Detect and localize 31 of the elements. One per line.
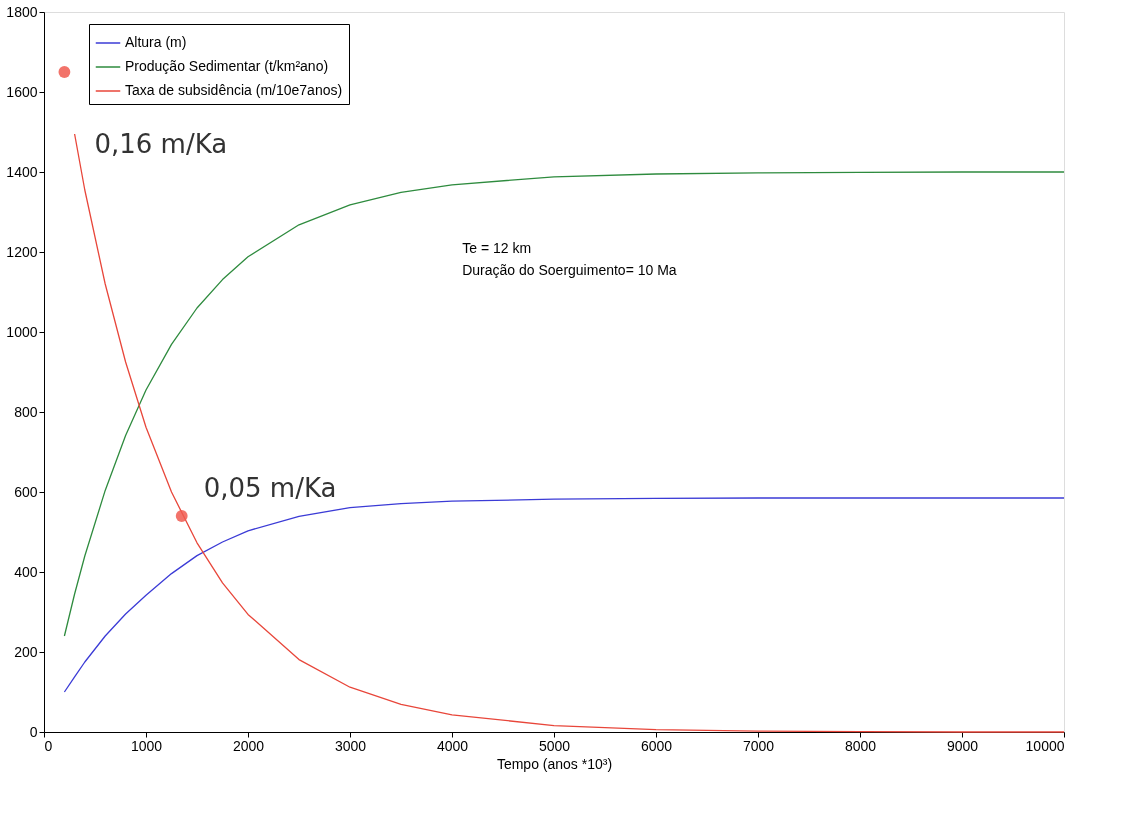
y-tick-label: 1400 (6, 163, 38, 180)
y-tick-label: 200 (14, 643, 38, 660)
y-tick-label: 800 (14, 403, 38, 420)
legend-label: Altura (m) (125, 34, 187, 50)
y-tick-label: 1000 (6, 323, 38, 340)
annotation: Te = 12 km (462, 240, 532, 257)
annotation: 0,16 m/Ka (94, 129, 228, 159)
x-tick-label: 5000 (538, 737, 571, 754)
y-tick-label: 1600 (6, 83, 38, 100)
annotation: Duração do Soerguimento= 10 Ma (462, 262, 677, 279)
annotation: 0,05 m/Ka (203, 473, 337, 503)
x-tick-label: 2000 (232, 737, 265, 754)
legend-label: Produção Sedimentar (t/km²ano) (125, 58, 329, 74)
y-tick-label: 1800 (6, 3, 38, 20)
x-tick-label: 4000 (436, 737, 469, 754)
x-tick-label: 8000 (844, 737, 877, 754)
x-axis-title: Tempo (anos *10³) (496, 755, 613, 772)
line-series (73, 133, 1065, 733)
y-tick-label: 1200 (6, 243, 38, 260)
x-tick-label: 6000 (640, 737, 673, 754)
y-tick-label: 0 (29, 723, 38, 740)
x-tick-label: 9000 (946, 737, 979, 754)
x-tick-label: 10000 (1025, 737, 1065, 754)
legend-label: Taxa de subsidência (m/10e7anos) (125, 82, 343, 98)
y-tick-label: 600 (14, 483, 38, 500)
line-series (63, 171, 1065, 637)
x-tick-label: 1000 (130, 737, 163, 754)
x-tick-label: 3000 (334, 737, 367, 754)
x-tick-label: 7000 (742, 737, 775, 754)
y-tick-label: 400 (14, 563, 38, 580)
x-tick-label: 0 (44, 737, 53, 754)
